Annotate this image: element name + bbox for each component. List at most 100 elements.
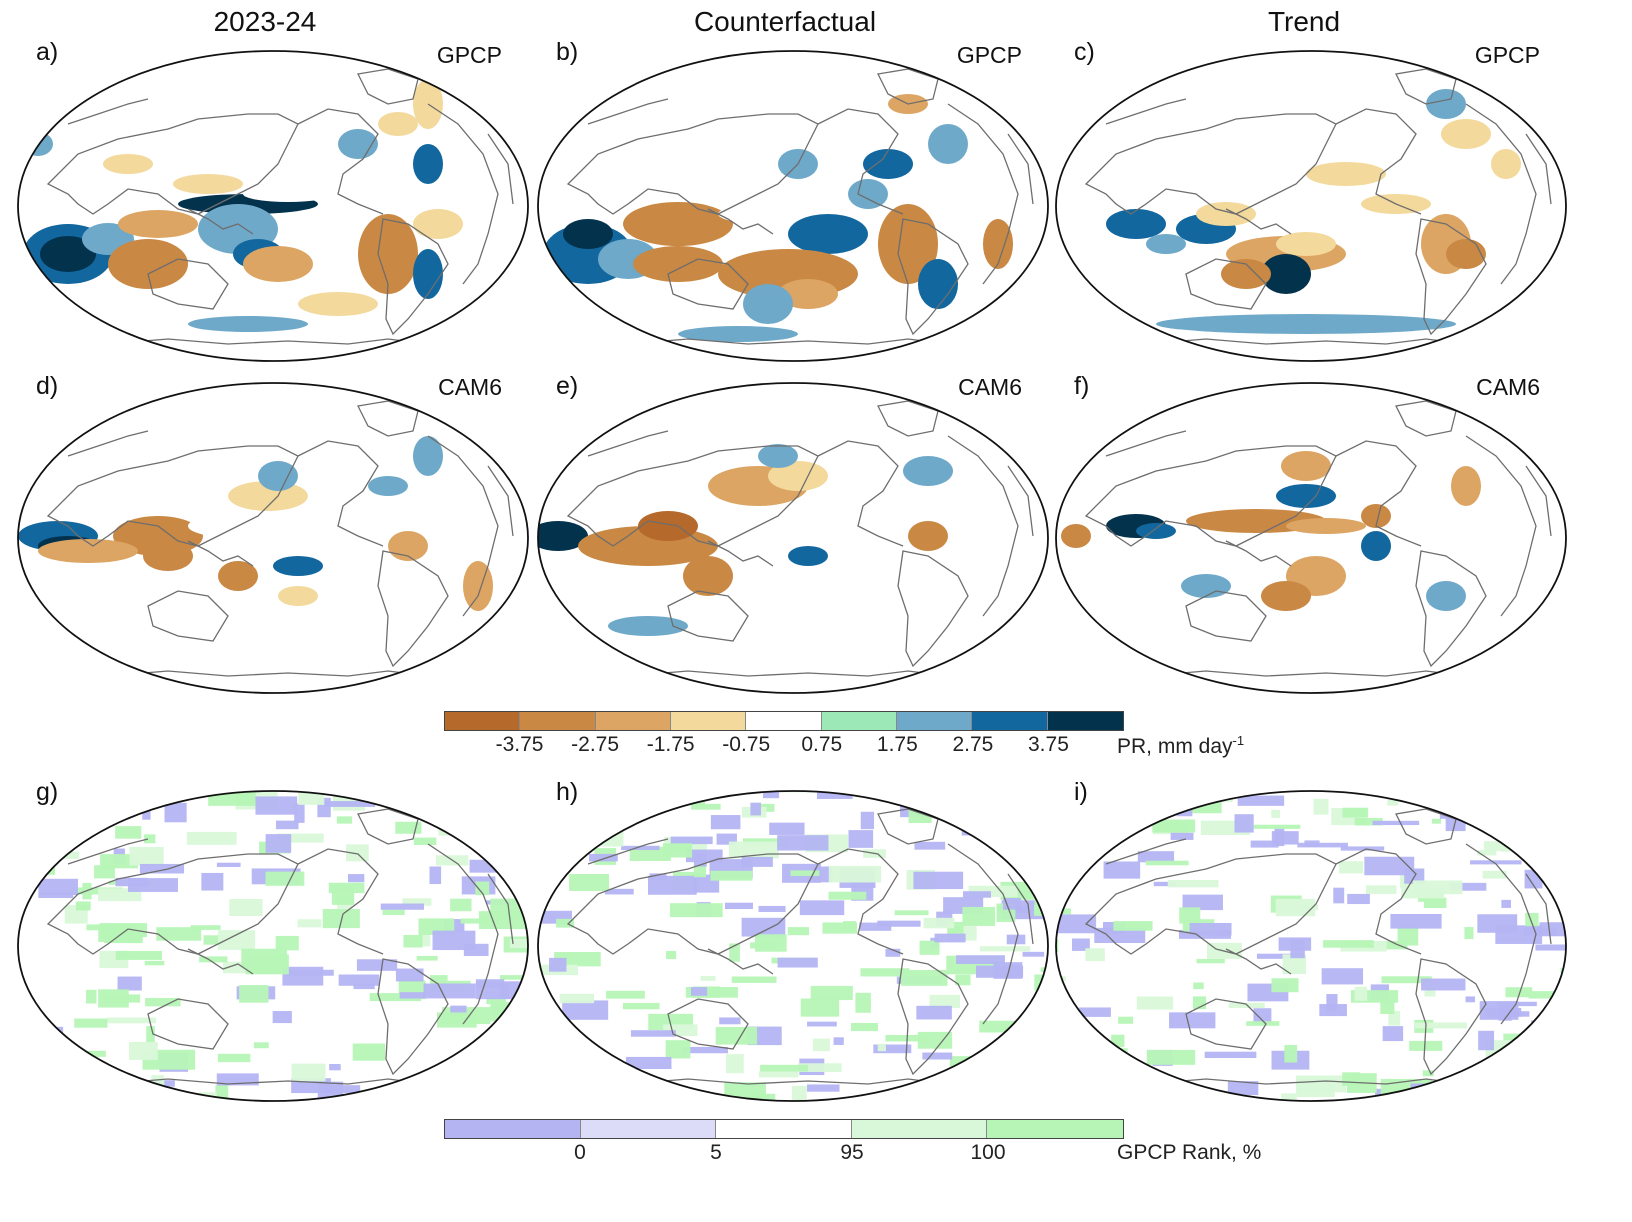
coastline: [107, 670, 429, 677]
rank-patch: [38, 878, 78, 896]
rank-patch: [1342, 1072, 1360, 1086]
rank-patch: [1193, 982, 1204, 990]
rank-patch: [100, 854, 138, 869]
coastline: [1415, 550, 1487, 668]
rank-patch: [1450, 882, 1487, 891]
map-panel-e: [528, 376, 1058, 700]
rank-patch: [1508, 816, 1526, 836]
rank-patch: [728, 1107, 750, 1108]
rank-patch: [76, 805, 86, 816]
precip-anomaly-blob: [1361, 531, 1391, 561]
coastline: [1395, 68, 1457, 105]
precip-anomaly-blob: [1446, 239, 1486, 269]
precip-anomaly-blob: [1106, 209, 1166, 239]
rank-patch: [975, 825, 993, 839]
coastline: [1415, 958, 1487, 1076]
rank-patch: [1532, 1093, 1566, 1101]
coastline: [1525, 465, 1552, 537]
precip-anomaly-blob: [108, 239, 188, 289]
rank-patch: [1397, 926, 1419, 946]
rank-patch: [500, 984, 510, 1000]
rank-patch: [399, 992, 426, 999]
colorbar-swatch: [716, 1120, 852, 1138]
colorbar-swatch: [746, 712, 822, 730]
precip-anomaly-blob: [728, 524, 848, 548]
precip-anomaly-blob: [563, 219, 613, 249]
coastline: [817, 108, 904, 215]
rank-patch: [913, 871, 964, 890]
rank-patch: [1369, 941, 1408, 950]
precip-anomaly-blob: [778, 279, 838, 309]
rank-patch: [1401, 791, 1441, 801]
coastline: [297, 440, 384, 547]
rank-patch: [956, 955, 1005, 964]
precip-anomaly-blob: [1306, 162, 1386, 186]
precip-anomaly-blob: [278, 586, 318, 606]
precip-anomaly-blob: [23, 132, 53, 156]
source-label-f: CAM6: [1476, 374, 1540, 400]
rank-patch: [475, 795, 528, 801]
rank-patch: [886, 1092, 910, 1101]
rank-patch: [1087, 1048, 1128, 1067]
rank-patch: [670, 836, 713, 845]
map-outline: [537, 790, 1049, 1102]
rank-patch: [144, 960, 165, 966]
rank-patch: [923, 786, 963, 791]
rank-patch: [1024, 1091, 1047, 1096]
rank-patch: [18, 808, 25, 815]
rank-patch: [1118, 1016, 1134, 1024]
rank-patch: [1347, 893, 1370, 905]
rank-patch: [850, 1022, 878, 1032]
precip-anomaly-blob: [638, 511, 698, 541]
precip-anomaly-blob: [243, 186, 333, 202]
colorbar-tick-label: 1.75: [876, 733, 918, 756]
precip-anomaly-blob: [848, 179, 888, 209]
rank-patch: [1525, 912, 1539, 927]
rank-patch: [1537, 821, 1566, 838]
colorbar-swatch: [670, 712, 747, 730]
rank-patch: [1477, 914, 1518, 933]
rank-patch: [1372, 820, 1420, 826]
colorbar-tick-label: 2.75: [952, 733, 994, 756]
map-svg: [17, 382, 529, 694]
rank-patch: [798, 1063, 842, 1072]
rank-patch: [1380, 999, 1395, 1014]
precip-anomaly-blob: [38, 539, 138, 563]
rank-patch: [144, 834, 156, 844]
rank-patch: [353, 983, 375, 990]
rank-patch: [799, 900, 845, 916]
coastline: [1465, 435, 1537, 617]
rank-patch: [719, 1017, 741, 1025]
precip-anomaly-blob: [918, 259, 958, 309]
coastline: [1145, 338, 1467, 345]
coastline: [1185, 998, 1267, 1050]
coastline: [707, 948, 774, 975]
rank-patch: [1326, 994, 1338, 1011]
precip-anomaly-blob: [623, 202, 733, 246]
colorbar-tick-label: -1.75: [646, 733, 695, 756]
coastline: [587, 430, 669, 457]
rank-patch: [903, 1090, 951, 1101]
precip-anomaly-blob: [1281, 451, 1331, 481]
rank-patch: [275, 935, 299, 951]
rank-patch: [329, 1064, 341, 1071]
rank-patch: [562, 1000, 609, 1020]
rank-patch: [685, 986, 738, 998]
rank-patch: [828, 865, 882, 883]
rank-patch: [559, 993, 595, 1004]
precip-anomaly-blob: [1276, 232, 1336, 256]
rank-patch: [79, 1107, 98, 1108]
rank-patch: [1421, 978, 1466, 991]
rank-patch: [1227, 1081, 1259, 1096]
column-title-2023-24: 2023-24: [213, 6, 317, 37]
rank-patch: [791, 1085, 807, 1101]
coastline: [877, 400, 939, 437]
panel-label-h: h): [556, 778, 579, 806]
rank-patch: [269, 1107, 301, 1108]
rank-patch: [277, 833, 324, 843]
precip-anomaly-blob: [378, 112, 418, 136]
rank-patch: [790, 870, 820, 877]
rank-patch: [1056, 879, 1066, 892]
coastline: [377, 218, 449, 336]
rank-patch: [1573, 1010, 1576, 1027]
